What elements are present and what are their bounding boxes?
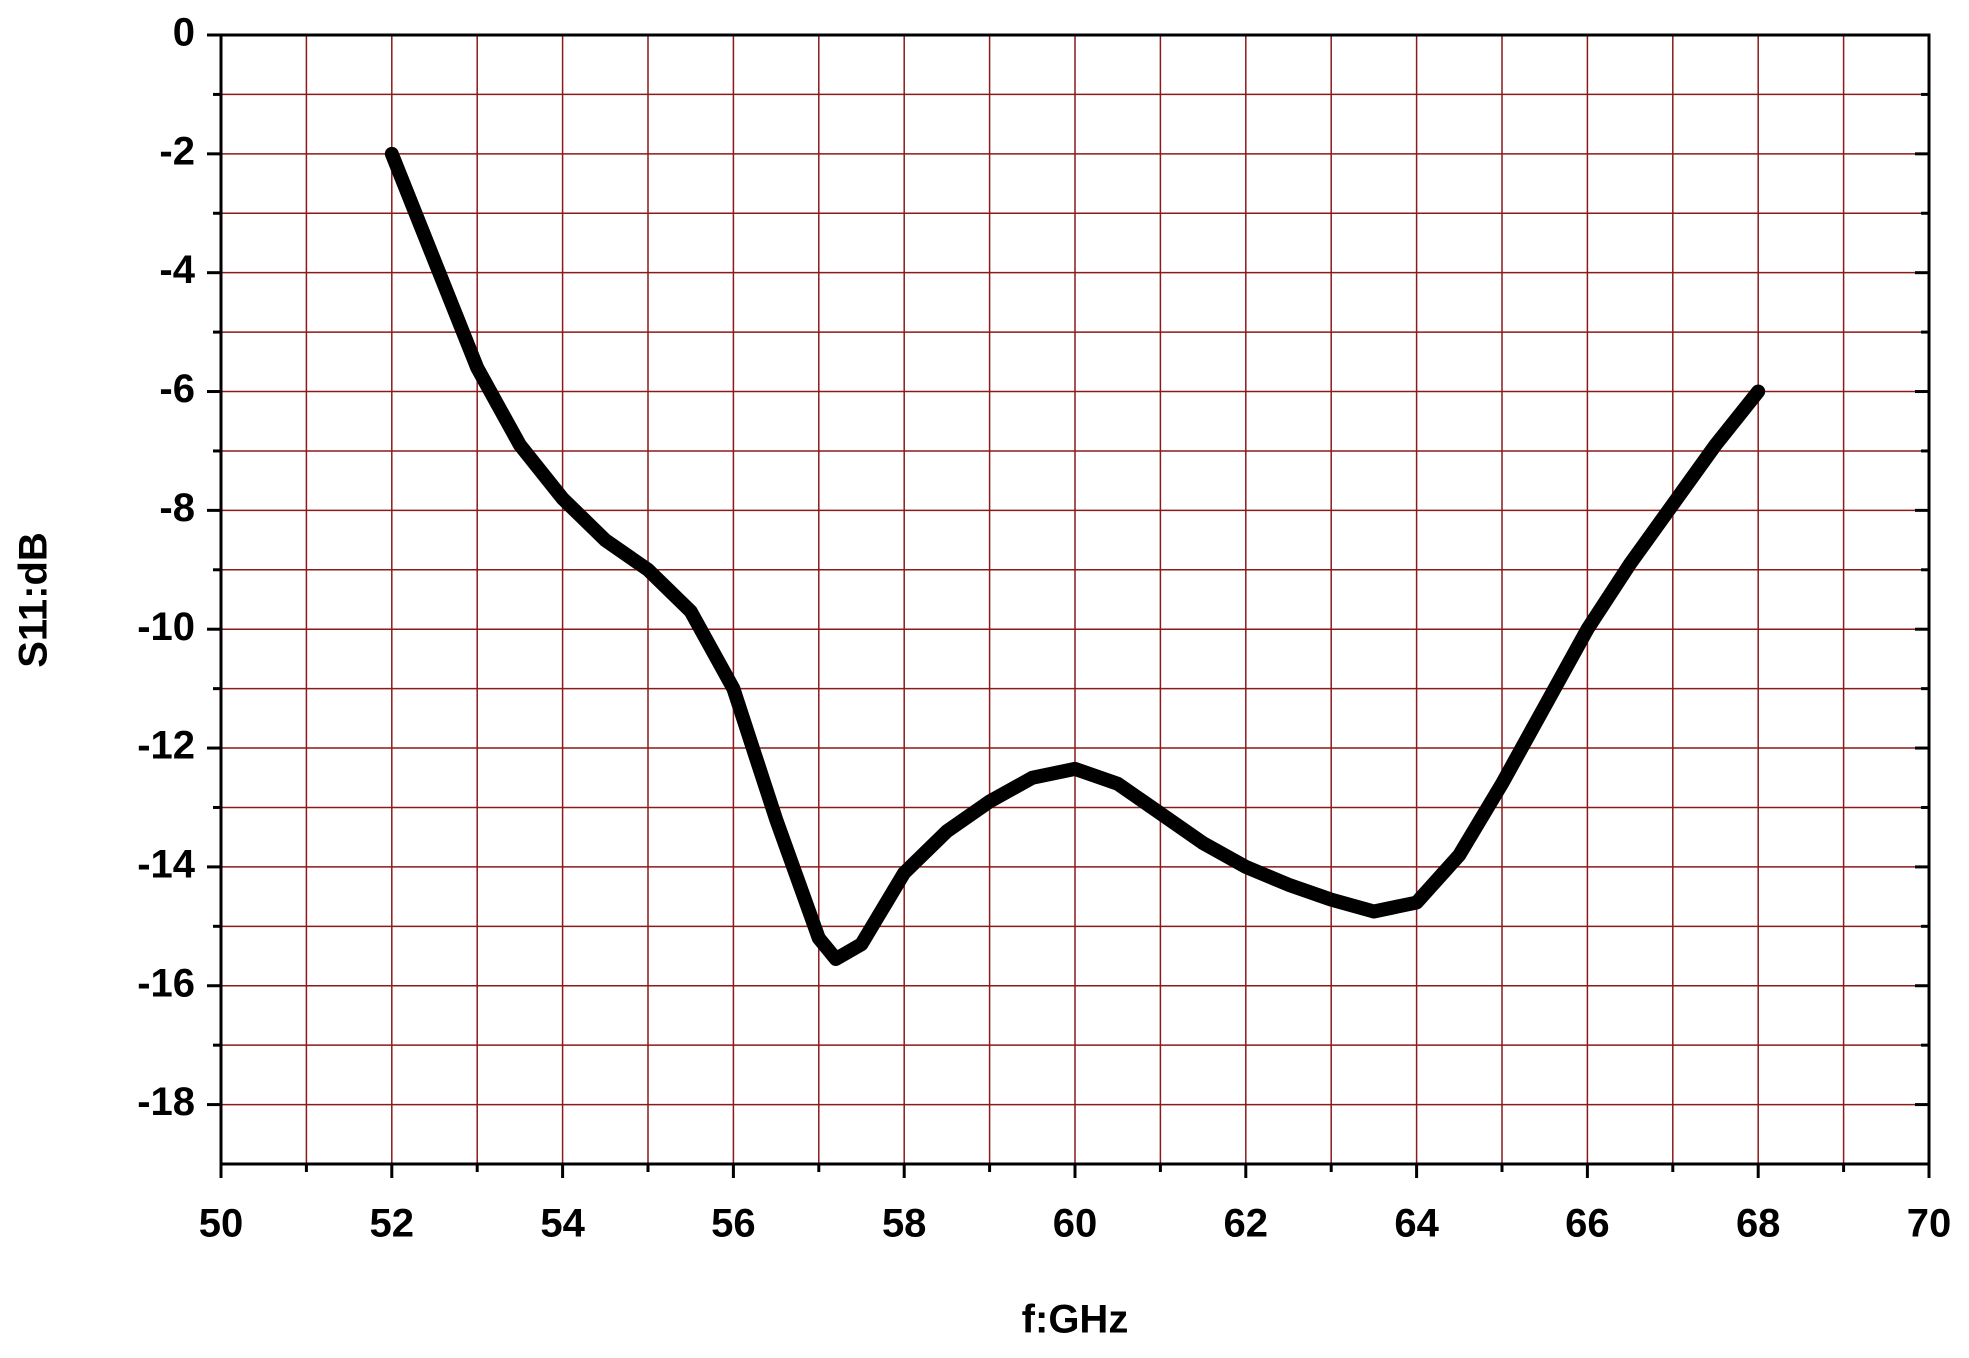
data-line — [384, 146, 1766, 966]
y-tick-label: -14 — [137, 842, 196, 886]
y-tick-label: 0 — [173, 11, 195, 55]
x-tick-label: 68 — [1736, 1202, 1781, 1246]
y-axis-title: S11:dB — [12, 532, 56, 668]
x-tick-label: 60 — [1053, 1202, 1098, 1246]
y-tick-label: -6 — [159, 367, 195, 411]
y-tick-label: -10 — [137, 605, 195, 649]
y-tick-label: -8 — [159, 486, 195, 530]
x-tick-label: 66 — [1565, 1202, 1610, 1246]
x-tick-label: 56 — [711, 1202, 756, 1246]
x-tick-label: 64 — [1394, 1202, 1439, 1246]
x-tick-label: 70 — [1907, 1202, 1952, 1246]
y-tick-label: -18 — [137, 1080, 195, 1124]
y-tick-label: -16 — [137, 961, 195, 1005]
y-tick-label: -2 — [159, 129, 195, 173]
y-tick-label: -12 — [137, 724, 195, 768]
x-tick-label: 58 — [882, 1202, 927, 1246]
x-axis-title: f:GHz — [1022, 1298, 1129, 1342]
x-tick-label: 50 — [199, 1202, 244, 1246]
x-tick-label: 52 — [370, 1202, 415, 1246]
x-tick-label: 62 — [1224, 1202, 1269, 1246]
x-tick-label: 54 — [540, 1202, 585, 1246]
y-tick-label: -4 — [159, 248, 195, 292]
